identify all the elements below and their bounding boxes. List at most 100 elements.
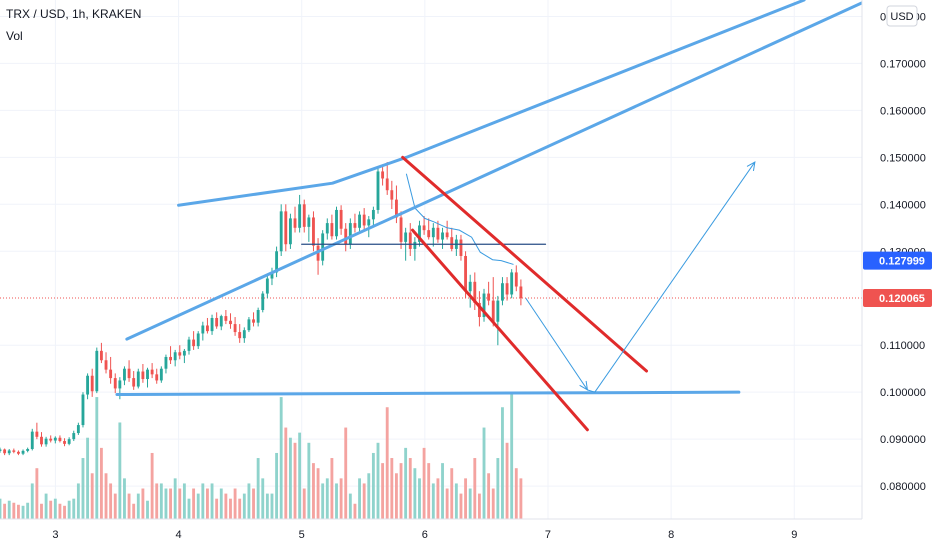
price-tick-label: 0.150000 — [880, 152, 926, 164]
price-tick-label: 0.090000 — [880, 434, 926, 446]
volume-bar — [510, 392, 514, 519]
volume-bar — [7, 500, 11, 519]
volume-bar — [445, 488, 449, 519]
volume-bar — [404, 447, 408, 519]
candle-body — [155, 374, 159, 381]
volume-bar — [367, 473, 371, 519]
volume-bar — [325, 478, 329, 519]
volume-bar — [431, 483, 435, 519]
candle-body — [376, 171, 380, 210]
price-axis-area[interactable] — [862, 0, 932, 550]
red-lower-trendline[interactable] — [411, 228, 589, 432]
upper-channel-line[interactable] — [177, 0, 806, 207]
volume-bar — [49, 500, 53, 519]
currency-button[interactable]: USD — [886, 5, 918, 27]
candle-body — [58, 437, 62, 442]
volume-bar — [229, 498, 232, 519]
candle-body — [298, 204, 302, 228]
candle-body — [353, 223, 357, 228]
candle-body — [385, 178, 389, 191]
candle-body — [436, 227, 440, 240]
volume-bar — [53, 498, 57, 519]
volume-bar — [215, 498, 219, 519]
volume-bar — [81, 458, 85, 519]
red-upper-trendline[interactable] — [401, 155, 648, 373]
candle-body — [109, 369, 113, 379]
candle-body — [12, 450, 16, 452]
candle-body — [242, 330, 246, 339]
marker-price-label: 0.120065 — [863, 288, 932, 307]
candle-body — [390, 190, 394, 200]
candle-body — [40, 436, 43, 445]
currency-button-frame[interactable] — [886, 5, 918, 27]
volume-bar — [353, 503, 357, 519]
candle-body — [261, 293, 265, 310]
projection-connector[interactable] — [587, 389, 595, 393]
candle-body — [473, 281, 477, 303]
candle-body — [367, 219, 371, 226]
volume-bar — [464, 478, 468, 519]
candle-body — [358, 214, 361, 228]
candle-body — [63, 441, 66, 444]
candle-body — [325, 223, 329, 234]
currency-button-label[interactable]: USD — [890, 11, 913, 23]
volume-bar — [21, 505, 25, 519]
volume-bar — [491, 488, 495, 519]
candle-body — [344, 228, 348, 245]
candle-body — [427, 230, 431, 238]
candle-body — [169, 356, 172, 361]
volume-bar — [344, 427, 348, 519]
volume-bar — [413, 468, 417, 519]
candle-body — [146, 369, 149, 380]
candle-body — [288, 218, 292, 245]
projection-arrow-up-head — [746, 161, 756, 172]
candle-body — [3, 449, 7, 454]
volume-bar — [67, 500, 71, 519]
candle-body — [256, 309, 260, 323]
candle-body — [247, 319, 251, 331]
date-tick-label: 6 — [422, 529, 428, 541]
support-line[interactable] — [115, 390, 741, 397]
trendline-drawings[interactable] — [115, 0, 870, 432]
candle-body — [335, 209, 338, 237]
candle-body — [123, 368, 126, 381]
candle-body — [445, 232, 449, 238]
volume-bar — [35, 468, 39, 519]
candle-body — [192, 339, 196, 347]
candle-body — [505, 283, 509, 295]
volume-bar — [206, 488, 209, 519]
volume-bar — [496, 458, 500, 519]
candle-body — [510, 272, 514, 295]
volume-bar — [238, 498, 242, 519]
candle-body — [201, 325, 205, 334]
candle-body — [72, 433, 76, 440]
candle-body — [302, 204, 306, 227]
volume-bar — [358, 478, 361, 519]
last-price-label: 0.127999 — [863, 251, 932, 270]
lower-channel-line[interactable] — [125, 0, 870, 341]
candlesticks — [0, 162, 523, 456]
volume-bar — [72, 498, 76, 519]
candle-body — [312, 217, 315, 246]
symbol-title[interactable]: TRX / USD, 1h, KRAKEN — [6, 7, 142, 21]
projection-arrow-down[interactable] — [525, 297, 588, 391]
volume-bar — [86, 437, 90, 519]
candle-body — [422, 225, 426, 231]
volume-bars — [0, 392, 523, 519]
projection-arrow-up[interactable] — [594, 161, 756, 393]
candle-body — [487, 293, 491, 301]
candle-body — [464, 255, 468, 292]
volume-bar — [395, 473, 398, 519]
candle-body — [252, 319, 255, 323]
time-axis-area[interactable] — [0, 519, 862, 550]
candle-body — [491, 300, 495, 322]
candle-body — [330, 223, 334, 237]
volume-bar — [192, 488, 196, 519]
volume-bar — [173, 478, 177, 519]
volume-bar — [44, 493, 48, 519]
candle-body — [210, 317, 214, 332]
candle-body — [104, 360, 108, 370]
candle-body — [164, 356, 168, 369]
